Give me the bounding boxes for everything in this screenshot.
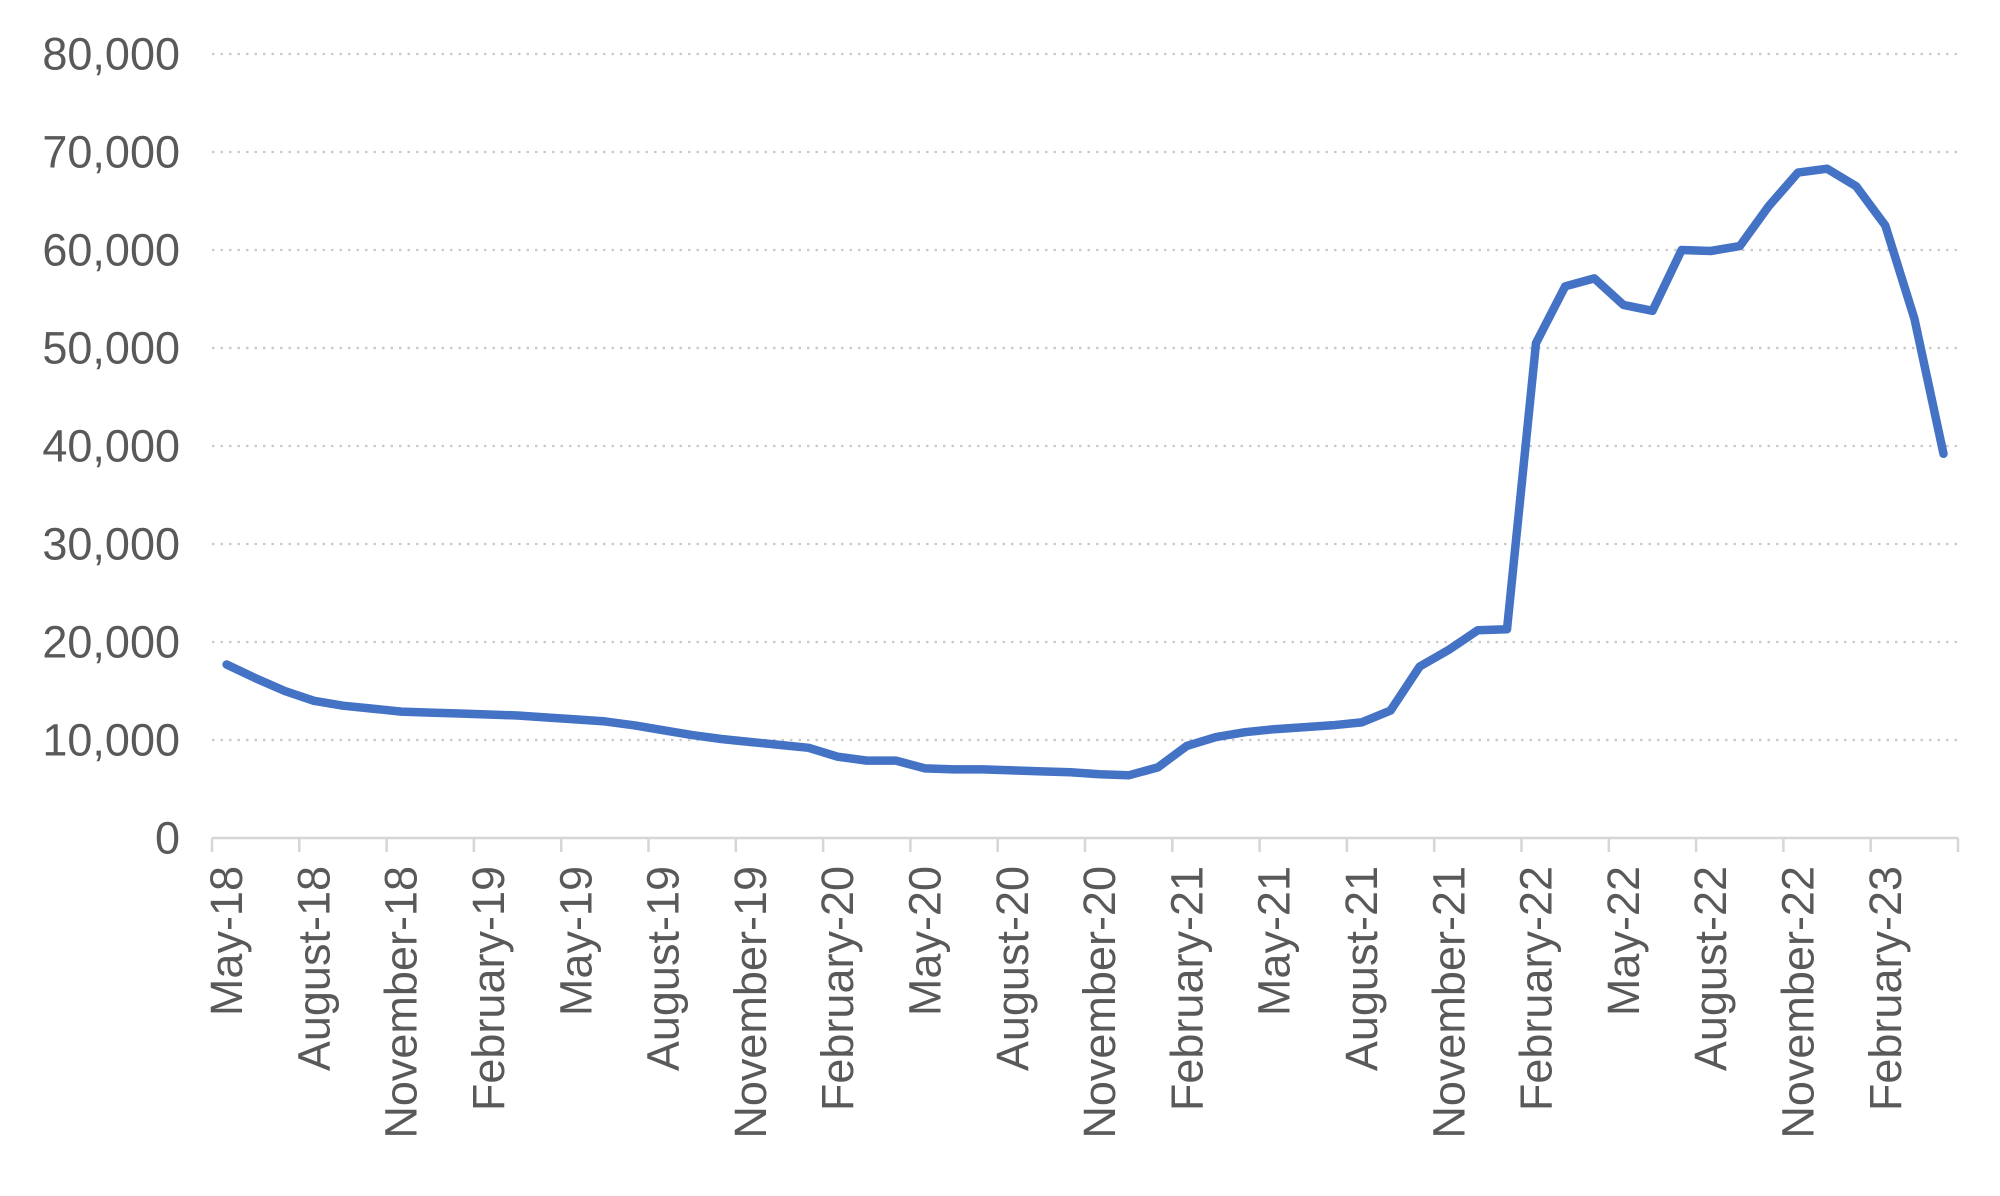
x-axis-tick-label: November-19 [725,866,776,1139]
x-axis-tick-label: November-21 [1423,866,1474,1139]
x-axis-tick-label: February-19 [463,866,514,1111]
x-axis-tick-label: February-21 [1161,866,1212,1111]
y-axis-tick-label: 80,000 [42,29,180,80]
x-axis-tick-label: May-21 [1249,866,1300,1016]
y-axis-tick-label: 40,000 [42,421,180,472]
x-axis-tick-label: August-19 [638,866,689,1071]
x-axis-tick-label: November-22 [1773,866,1824,1139]
x-axis-tick-label: August-18 [288,866,339,1071]
y-axis-tick-label: 20,000 [42,617,180,668]
y-axis-tick-label: 60,000 [42,225,180,276]
x-axis-tick-label: February-20 [812,866,863,1111]
x-axis-tick-label: August-21 [1336,866,1387,1071]
x-axis-tick-label: May-20 [900,866,951,1016]
y-axis-tick-label: 50,000 [42,323,180,374]
x-axis-tick-label: November-20 [1074,866,1125,1139]
x-axis-tick-label: February-22 [1511,866,1562,1111]
x-axis-tick-label: February-23 [1860,866,1911,1111]
x-axis-tick-label: May-22 [1598,866,1649,1016]
x-axis-tick-label: August-22 [1685,866,1736,1071]
data-series-line [222,164,1948,780]
x-axis-tick-label: May-18 [201,866,252,1016]
y-axis-tick-label: 70,000 [42,127,180,178]
y-axis-tick-label: 10,000 [42,715,180,766]
x-axis-tick-label: November-18 [376,866,427,1139]
x-axis-tick-label: August-20 [987,866,1038,1071]
x-axis-tick-label: May-19 [550,866,601,1016]
y-axis-tick-label: 30,000 [42,519,180,570]
y-axis-tick-label: 0 [155,813,180,864]
